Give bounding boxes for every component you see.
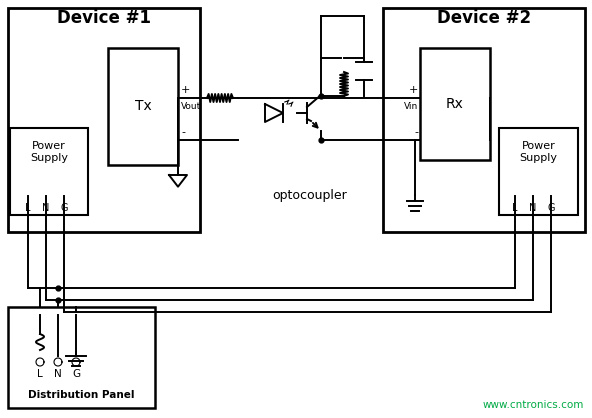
Text: Power: Power xyxy=(32,141,66,151)
Bar xyxy=(499,128,578,215)
Text: Vin: Vin xyxy=(404,102,418,111)
Text: L: L xyxy=(37,369,43,379)
Text: Device #2: Device #2 xyxy=(437,9,531,27)
Text: L: L xyxy=(512,203,518,213)
Bar xyxy=(108,48,178,165)
Bar xyxy=(8,307,155,408)
Text: optocoupler: optocoupler xyxy=(273,189,348,201)
Text: Supply: Supply xyxy=(30,153,68,163)
Bar xyxy=(8,8,200,232)
Text: +: + xyxy=(408,85,418,95)
Text: Distribution Panel: Distribution Panel xyxy=(28,390,135,400)
Text: N: N xyxy=(529,203,537,213)
Text: N: N xyxy=(54,369,62,379)
Text: G: G xyxy=(60,203,67,213)
Text: G: G xyxy=(72,369,80,379)
Text: www.cntronics.com: www.cntronics.com xyxy=(482,400,584,410)
Text: Device #1: Device #1 xyxy=(57,9,151,27)
Text: Power: Power xyxy=(522,141,555,151)
Text: -: - xyxy=(414,127,418,137)
Bar xyxy=(10,128,88,215)
Text: +: + xyxy=(181,85,191,95)
Text: Vout: Vout xyxy=(181,102,201,111)
Text: Rx: Rx xyxy=(446,97,464,111)
Bar xyxy=(420,48,490,160)
Text: Tx: Tx xyxy=(134,99,152,114)
Text: L: L xyxy=(25,203,31,213)
Text: -: - xyxy=(181,127,185,137)
Text: N: N xyxy=(42,203,50,213)
Text: G: G xyxy=(547,203,555,213)
Bar xyxy=(383,8,585,232)
Text: Supply: Supply xyxy=(520,153,558,163)
